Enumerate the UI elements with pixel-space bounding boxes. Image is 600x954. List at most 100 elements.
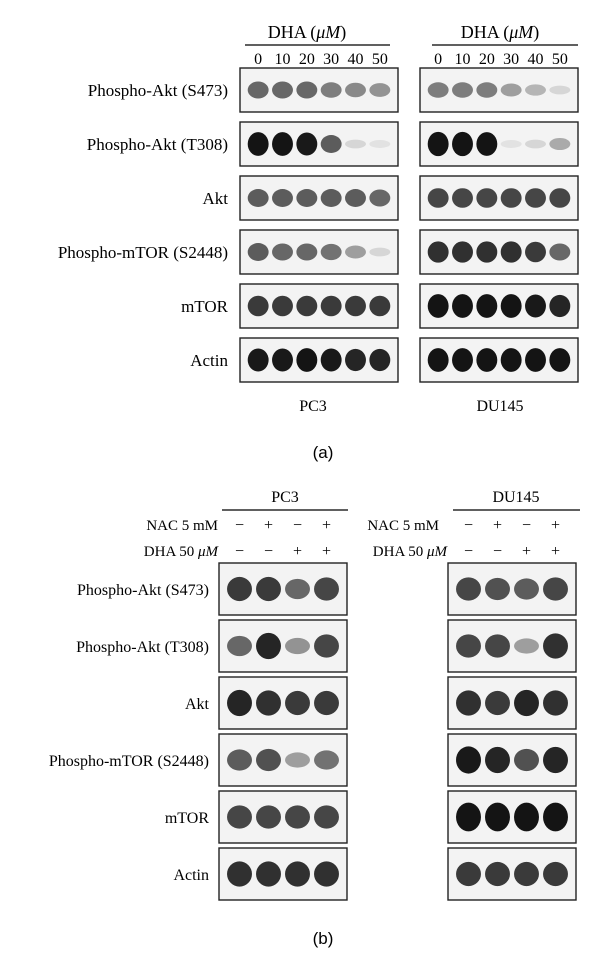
band-lane-3 [476, 188, 498, 208]
lane-label-10: 10 [275, 51, 291, 68]
band-lane-2 [256, 861, 281, 887]
band-lane-3 [476, 82, 498, 98]
pc3-dha-sign-3: + [293, 543, 302, 560]
band-lane-3 [296, 348, 318, 372]
band-lane-3 [514, 748, 539, 772]
band-lane-4 [314, 750, 339, 770]
band-lane-3 [514, 802, 539, 832]
band-lane-1 [427, 294, 449, 318]
blot-pc3-phospho-mtor-s2448 [239, 229, 399, 275]
panel-a: DHA (μM) DHA (μM) 0 10 20 30 40 50 0 10 20 30 40 5… [58, 22, 579, 462]
band-lane-5 [345, 139, 366, 149]
band-lane-3 [285, 578, 310, 600]
band-lane-2 [452, 294, 473, 318]
band-lane-3 [514, 638, 539, 654]
band-lane-1 [427, 82, 449, 98]
band-lane-4 [543, 861, 568, 887]
band-lane-2 [452, 188, 473, 208]
band-lane-4 [314, 690, 339, 716]
pc3-dha-sign-2: − [264, 543, 273, 560]
band-lane-5 [525, 84, 546, 96]
blot-du145-actin [419, 337, 579, 383]
panel-a-pc3-header: DHA (μM) [268, 22, 347, 43]
panel-a-caption: (a) [313, 443, 334, 462]
band-lane-4 [320, 295, 342, 317]
du145-dha-sign-1: − [464, 543, 473, 560]
panel-b: PC3 DU145 NAC 5 mM DHA 50 μM NAC 5 mM DH… [49, 489, 580, 948]
du145-dha-sign-4: + [551, 543, 560, 560]
band-lane-3 [285, 752, 310, 768]
blot-du145-phospho-akt-t308 [419, 121, 579, 167]
lane-label-20: 20 [299, 51, 315, 68]
band-lane-6 [549, 294, 571, 318]
lane-label-50: 50 [552, 51, 568, 68]
band-lane-2 [485, 861, 510, 887]
band-lane-2 [485, 746, 510, 774]
row-label-phospho-akt-t308: Phospho-Akt (T308) [87, 135, 228, 154]
band-lane-2 [256, 690, 281, 716]
pc3-dha-sign-4: + [322, 543, 331, 560]
blot-du145-akt [419, 175, 579, 221]
band-lane-4 [500, 348, 522, 372]
band-lane-4 [543, 690, 568, 716]
band-lane-4 [314, 634, 339, 658]
band-lane-1 [456, 746, 481, 774]
band-lane-3 [296, 243, 318, 261]
blot-du145-actin [447, 847, 577, 901]
panel-b-du145-dha-label: DHA 50 μM [373, 544, 449, 560]
band-lane-2 [272, 295, 293, 317]
band-lane-2 [272, 189, 293, 207]
blot-pc3-akt [218, 676, 348, 730]
row-label-actin: Actin [190, 351, 228, 370]
blot-pc3-phospho-akt-s473 [218, 562, 348, 616]
blot-du145-mtor [419, 283, 579, 329]
band-lane-3 [285, 861, 310, 887]
band-lane-3 [285, 690, 310, 716]
band-lane-4 [543, 802, 568, 832]
lane-label-0: 0 [434, 51, 442, 68]
du145-nac-sign-4: + [551, 517, 560, 534]
panel-a-du145-label: DU145 [476, 398, 523, 415]
band-lane-4 [320, 243, 342, 261]
band-lane-2 [452, 82, 473, 98]
band-lane-3 [514, 578, 539, 600]
panel-b-du145-nac-label: NAC 5 mM [367, 518, 439, 534]
band-lane-1 [247, 81, 269, 99]
band-lane-1 [227, 861, 252, 887]
band-lane-2 [485, 634, 510, 658]
panel-b-pc3-header: PC3 [271, 489, 299, 506]
band-lane-4 [320, 135, 342, 153]
band-lane-6 [549, 243, 571, 261]
du145-dha-sign-3: + [522, 543, 531, 560]
band-lane-1 [247, 189, 269, 207]
panel-b-treatment-signs: − + − + − − + + − + − + − − + + [235, 517, 560, 560]
pc3-dha-sign-1: − [235, 543, 244, 560]
band-lane-2 [485, 690, 510, 716]
lane-label-10: 10 [455, 51, 471, 68]
band-lane-6 [549, 188, 571, 208]
panel-a-row-labels: Phospho-Akt (S473) Phospho-Akt (T308) Akt P… [58, 81, 229, 370]
blot-pc3-phospho-akt-t308 [218, 619, 348, 673]
band-lane-2 [452, 241, 473, 263]
band-lane-3 [476, 348, 498, 372]
panel-b-blots [218, 562, 577, 901]
blot-pc3-phospho-mtor-s2448 [218, 733, 348, 787]
du145-nac-sign-3: − [522, 517, 531, 534]
band-lane-4 [500, 241, 522, 263]
row-label-phospho-akt-s473: Phospho-Akt (S473) [88, 81, 228, 100]
panel-a-pc3-lane-labels: 0 10 20 30 40 50 [254, 51, 388, 68]
blot-pc3-phospho-akt-t308 [239, 121, 399, 167]
row-label-actin: Actin [173, 867, 209, 884]
row-label-mtor: mTOR [165, 810, 209, 827]
panel-a-du145-lane-labels: 0 10 20 30 40 50 [434, 51, 568, 68]
band-lane-2 [452, 348, 473, 372]
band-lane-4 [314, 577, 339, 601]
band-lane-1 [456, 577, 481, 601]
band-lane-1 [456, 690, 481, 716]
band-lane-3 [285, 805, 310, 829]
band-lane-4 [543, 577, 568, 601]
band-lane-1 [227, 576, 252, 602]
band-lane-6 [369, 189, 391, 207]
band-lane-3 [296, 295, 318, 317]
